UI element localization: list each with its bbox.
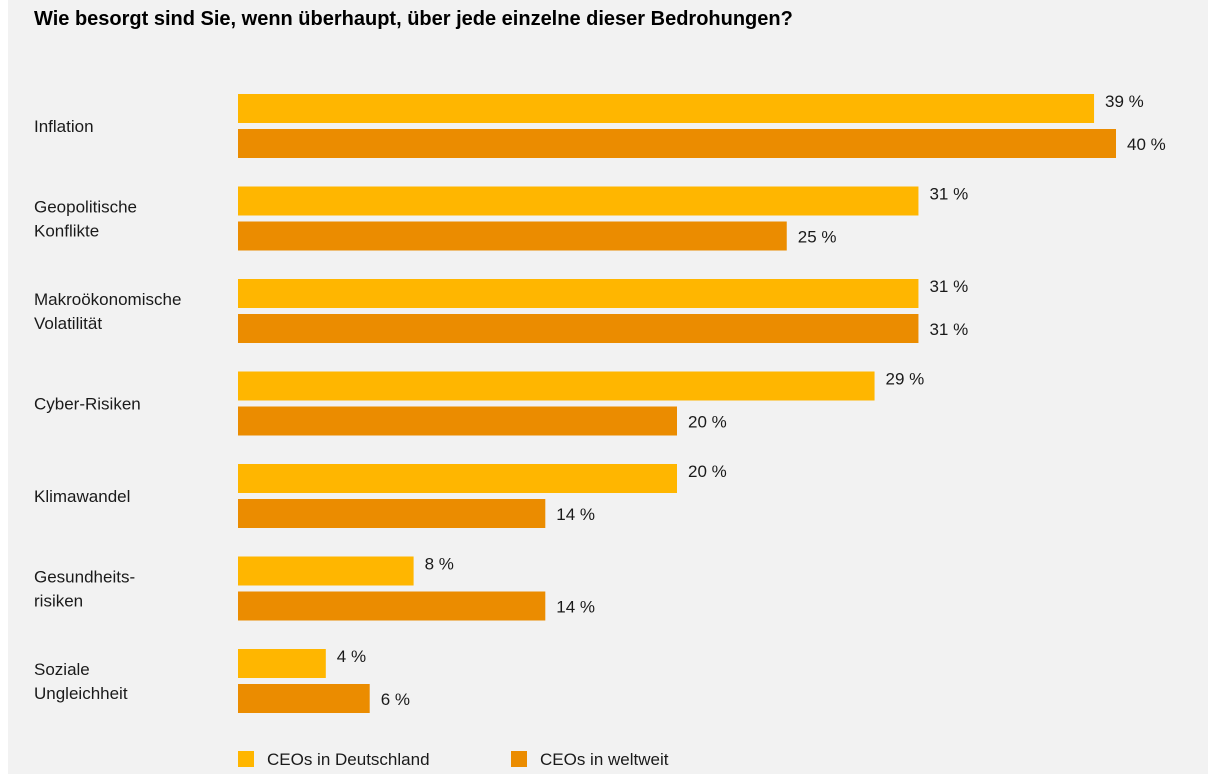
bar [238, 279, 919, 308]
legend-label: CEOs in Deutschland [267, 750, 430, 769]
category-label: Geopolitische Konflikte [34, 198, 137, 241]
category-label-line: Konflikte [34, 222, 99, 241]
legend-swatch [238, 751, 254, 767]
value-label: 14 % [556, 505, 595, 524]
value-label: 20 % [688, 413, 727, 432]
category-label: Makroökonomische Volatilität [34, 290, 181, 333]
category-label: Klimawandel [34, 487, 130, 506]
value-label: 40 % [1127, 135, 1166, 154]
chart-svg: Wie besorgt sind Sie, wenn überhaupt, üb… [34, 8, 1166, 769]
category-label-line: risiken [34, 592, 83, 611]
chart-title: Wie besorgt sind Sie, wenn überhaupt, üb… [34, 8, 793, 30]
chart-figure: Wie besorgt sind Sie, wenn überhaupt, üb… [8, 0, 1208, 774]
category-label-line: Geopolitische [34, 198, 137, 217]
category-label: Gesundheits-risiken [34, 568, 135, 611]
value-label: 8 % [425, 555, 454, 574]
value-label: 25 % [798, 228, 837, 247]
category-label-line: Soziale [34, 660, 90, 679]
bar [238, 556, 414, 586]
bar [238, 464, 677, 493]
value-label: 6 % [381, 690, 410, 709]
bar [238, 129, 1116, 158]
category-label-line: Cyber-Risiken [34, 395, 141, 414]
value-label: 4 % [337, 647, 366, 666]
bar [238, 684, 370, 713]
value-label: 29 % [886, 370, 925, 389]
bar [238, 591, 546, 621]
bar [238, 406, 677, 436]
value-label: 20 % [688, 462, 727, 481]
category-label-line: Ungleichheit [34, 684, 128, 703]
category-label-line: Inflation [34, 117, 94, 136]
value-label: 31 % [929, 320, 968, 339]
value-label: 14 % [556, 598, 595, 617]
legend: CEOs in Deutschland CEOs in weltweit [238, 750, 669, 769]
bar [238, 186, 919, 216]
bar [238, 221, 787, 251]
category-label-line: Volatilität [34, 314, 102, 333]
category-label-line: Makroökonomische [34, 290, 181, 309]
bar [238, 499, 546, 528]
category-label: Soziale Ungleichheit [34, 660, 128, 703]
bar [238, 371, 875, 401]
value-label: 31 % [929, 277, 968, 296]
bar [238, 314, 919, 343]
bars-group: Inflation 39 % 40 % Geopolitische Konflikte 3… [34, 92, 1166, 713]
value-label: 31 % [929, 185, 968, 204]
legend-swatch [511, 751, 527, 767]
category-label-line: Klimawandel [34, 487, 130, 506]
category-label: Cyber-Risiken [34, 395, 141, 414]
bar [238, 649, 326, 678]
legend-label: CEOs in weltweit [540, 750, 669, 769]
value-label: 39 % [1105, 92, 1144, 111]
category-label-line: Gesundheits- [34, 568, 135, 587]
bar [238, 94, 1095, 123]
category-label: Inflation [34, 117, 94, 136]
